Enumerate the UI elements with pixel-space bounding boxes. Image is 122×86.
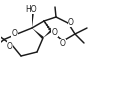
Text: HO: HO (25, 4, 37, 14)
Polygon shape (43, 30, 52, 38)
Text: O: O (68, 17, 74, 26)
Text: O: O (12, 29, 17, 38)
Polygon shape (32, 12, 34, 28)
Text: O: O (7, 42, 13, 50)
Text: O: O (60, 39, 66, 48)
Text: O: O (52, 28, 57, 36)
Polygon shape (32, 28, 44, 39)
